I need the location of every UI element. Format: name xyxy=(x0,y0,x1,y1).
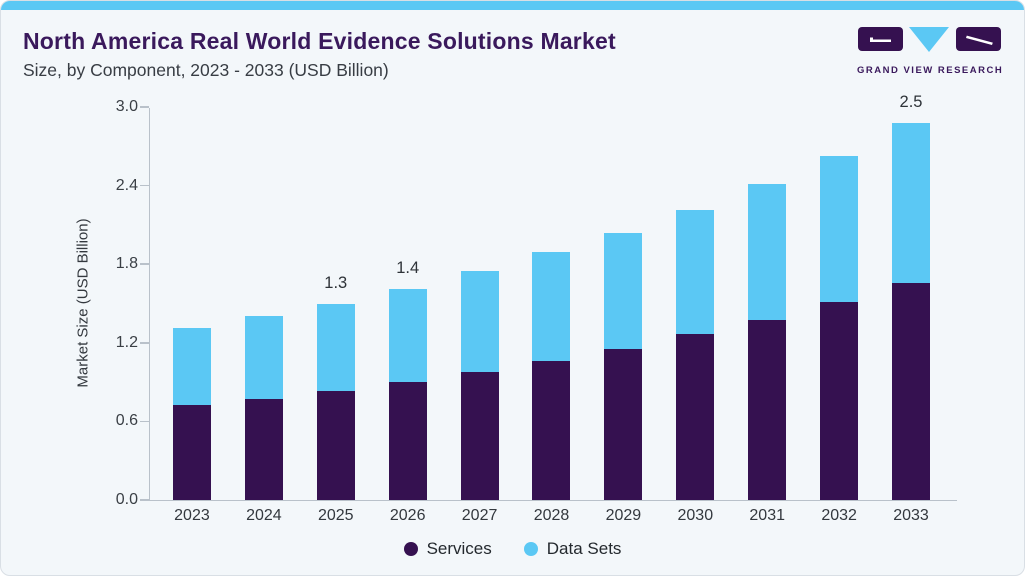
bar-segment-data-sets-2027 xyxy=(460,270,499,372)
bar-segment-services-2025 xyxy=(316,391,355,500)
bar-column-2030: 2030 xyxy=(659,108,731,524)
brand-logo-icon xyxy=(858,27,1001,52)
y-tick-mark xyxy=(140,184,149,187)
y-tick-mark xyxy=(140,263,149,265)
bar-column-2026: 1.4 2026 xyxy=(372,108,444,524)
bar-column-2025: 1.3 2025 xyxy=(300,108,372,524)
y-axis-title: Market Size (USD Billion) xyxy=(74,218,92,388)
bar-segment-data-sets-2030 xyxy=(676,210,715,334)
page-subtitle: Size, by Component, 2023 - 2033 (USD Bil… xyxy=(23,60,389,80)
bar-column-2029: 2029 xyxy=(587,108,659,524)
bar-column-2027: 2027 xyxy=(444,108,516,524)
legend-label: Data Sets xyxy=(546,539,622,558)
bar-segment-data-sets-2026 xyxy=(388,288,427,383)
x-tick-label-2030: 2030 xyxy=(677,507,714,524)
bar-segment-services-2031 xyxy=(748,320,787,500)
bar-segment-services-2026 xyxy=(388,382,427,500)
bar-value-label-2026: 1.4 xyxy=(396,258,420,277)
bar-segment-data-sets-2024 xyxy=(244,315,283,399)
bar-segment-services-2023 xyxy=(172,404,211,500)
y-tick-label-1.2: 1.2 xyxy=(115,333,138,351)
x-tick-label-2023: 2023 xyxy=(174,507,210,524)
legend-label: Services xyxy=(426,539,492,558)
y-tick-label-2.4: 2.4 xyxy=(115,176,138,194)
bar-segment-data-sets-2031 xyxy=(748,184,787,321)
bar-series-container: 2023 2024 1.3 2025 1.4 2026 2027 2028 2029 2030 20… xyxy=(150,93,957,524)
bar-segment-data-sets-2023 xyxy=(172,327,211,405)
y-tick-label-0.6: 0.6 xyxy=(115,412,138,430)
bar-segment-services-2033 xyxy=(892,282,931,500)
bar-segment-services-2030 xyxy=(676,333,715,500)
top-accent-strip xyxy=(1,1,1024,10)
legend-item-data-sets: Data Sets xyxy=(523,539,622,559)
x-tick-label-2028: 2028 xyxy=(533,507,570,524)
bar-segment-data-sets-2029 xyxy=(604,232,643,349)
bar-segment-data-sets-2028 xyxy=(532,252,571,362)
bar-column-2031: 2031 xyxy=(731,108,803,524)
x-tick-label-2031: 2031 xyxy=(749,507,785,524)
bar-column-2023: 2023 xyxy=(156,108,228,524)
bar-segment-services-2024 xyxy=(244,398,283,500)
x-tick-label-2026: 2026 xyxy=(389,507,426,524)
bar-column-2033: 2.5 2033 xyxy=(875,93,947,524)
y-tick-mark xyxy=(140,420,149,423)
bar-column-2028: 2028 xyxy=(516,108,588,524)
y-tick-label-0.0: 0.0 xyxy=(115,491,138,508)
bar-value-label-2025: 1.3 xyxy=(324,273,348,292)
y-tick-mark xyxy=(140,499,149,501)
x-tick-label-2029: 2029 xyxy=(605,507,642,524)
bar-segment-data-sets-2025 xyxy=(316,303,355,392)
bar-segment-data-sets-2033 xyxy=(892,122,931,283)
legend-item-services: Services xyxy=(403,539,492,559)
plot-area: 2023 2024 1.3 2025 1.4 2026 2027 2028 2029 2030 20… xyxy=(116,93,957,524)
legend-dot-icon xyxy=(403,542,418,556)
bar-segment-services-2029 xyxy=(604,349,643,500)
chart-legend: Services Data Sets xyxy=(1,539,1024,559)
brand-logo-text: GRAND VIEW RESEARCH xyxy=(857,65,1004,76)
bar-segment-services-2027 xyxy=(460,371,499,500)
y-tick-mark xyxy=(140,106,149,108)
bar-segment-services-2032 xyxy=(820,302,859,500)
x-tick-label-2027: 2027 xyxy=(461,507,498,524)
y-tick-label-3.0: 3.0 xyxy=(115,98,138,115)
legend-dot-icon xyxy=(523,542,538,556)
x-tick-label-2025: 2025 xyxy=(317,507,354,524)
x-tick-label-2033: 2033 xyxy=(893,507,929,524)
bar-column-2024: 2024 xyxy=(228,108,300,524)
bar-column-2032: 2032 xyxy=(803,108,875,524)
x-tick-label-2024: 2024 xyxy=(246,507,282,524)
page-title: North America Real World Evidence Soluti… xyxy=(23,28,616,54)
bar-value-label-2033: 2.5 xyxy=(899,92,923,111)
bar-segment-data-sets-2032 xyxy=(820,155,859,303)
x-tick-label-2032: 2032 xyxy=(821,507,857,524)
brand-logo: GRAND VIEW RESEARCH xyxy=(857,25,1002,76)
y-tick-mark xyxy=(140,342,149,344)
y-tick-label-1.8: 1.8 xyxy=(115,255,138,273)
bar-segment-services-2028 xyxy=(532,361,571,500)
